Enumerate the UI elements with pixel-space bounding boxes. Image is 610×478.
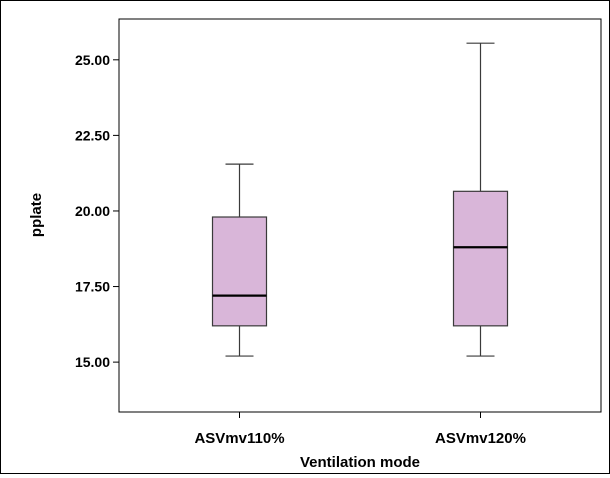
y-tick-label: 20.00 [75,203,110,219]
y-tick-label: 17.50 [75,279,110,295]
boxes [211,42,509,357]
x-tick-label: ASVmv120% [435,430,526,447]
iqr-box [211,216,268,327]
x-axis: ASVmv110% ASVmv120% [194,412,526,447]
y-tick-label: 22.50 [75,127,110,143]
iqr-box [452,190,509,327]
y-axis: 15.00 17.50 20.00 22.50 25.00 [75,52,119,370]
box-2 [452,42,509,357]
y-axis-label: pplate [28,193,45,237]
plot-area [118,18,602,413]
x-axis-label: Ventilation mode [300,454,420,471]
x-tick-label: ASVmv110% [194,430,284,447]
box-1 [211,163,268,357]
y-tick-label: 15.00 [75,354,110,370]
y-tick-label: 25.00 [75,52,110,68]
